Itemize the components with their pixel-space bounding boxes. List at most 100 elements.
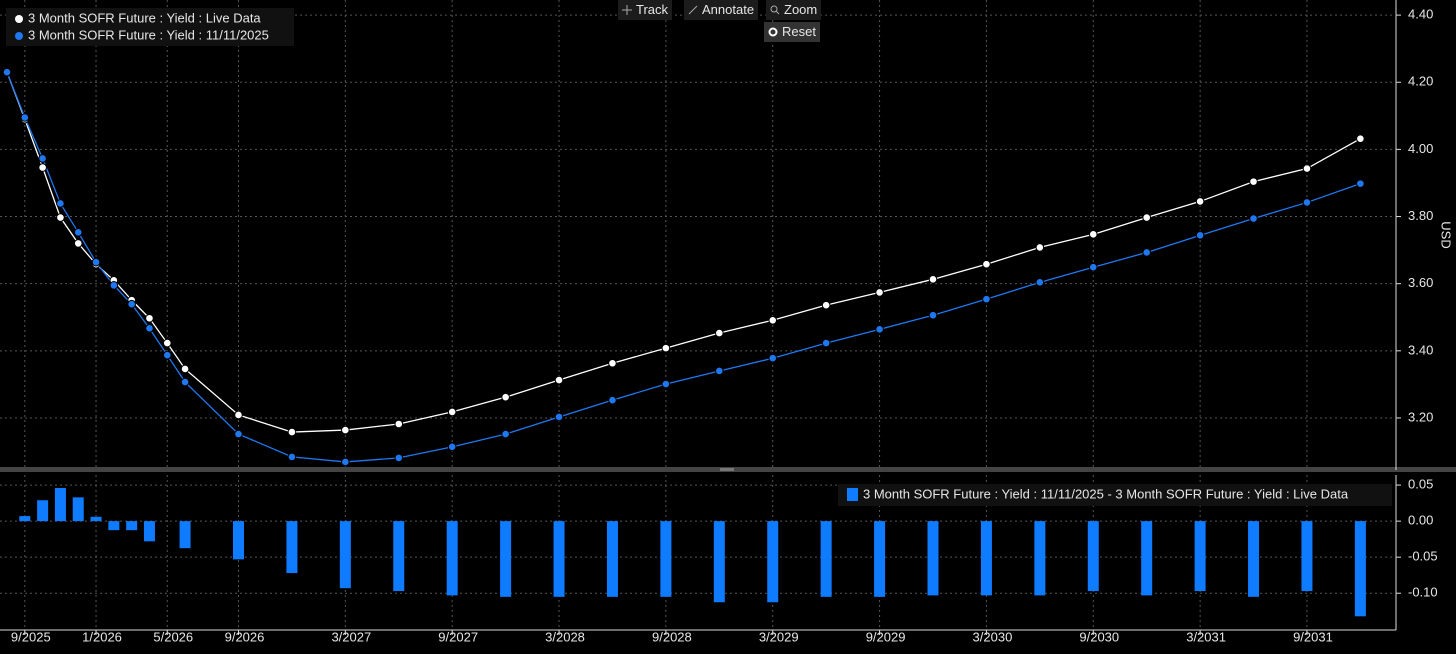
legend-label: 3 Month SOFR Future : Yield : 11/11/2025 [28,27,269,42]
series-marker [1249,177,1258,186]
bar [72,497,84,522]
bar [500,521,512,597]
button-label: Annotate [702,2,755,17]
legend-marker [15,15,23,23]
y-tick-label: 3.40 [1408,342,1433,357]
x-tick-label: 9/2031 [1293,629,1333,644]
series-marker [341,457,350,467]
series-marker [287,427,297,437]
x-tick-label: 9/2025 [11,629,51,644]
series-line [6,71,1361,433]
series-marker [1249,214,1258,223]
series-marker [109,281,119,290]
bar [1141,521,1153,596]
series-marker [162,338,172,348]
series-marker [1302,198,1312,207]
bar [767,521,779,603]
series-marker [715,366,724,376]
series-marker [1195,231,1205,240]
toolbar-zoom[interactable]: Zoom [766,0,822,20]
series-marker [661,343,671,353]
bar [980,521,992,596]
y-tick-label: 0.00 [1408,513,1433,528]
button-label: Track [636,2,669,17]
bar [553,521,565,597]
legend: 3 Month SOFR Future : Yield : 11/11/2025… [838,484,1392,506]
series-marker [821,300,831,310]
series-marker [661,379,671,389]
legend-label: 3 Month SOFR Future : Yield : Live Data [28,10,261,25]
series-marker [38,163,47,172]
legend-box [838,484,1392,506]
bar [19,516,31,522]
toolbar-annotate[interactable]: Annotate [684,0,759,20]
series-marker [1142,213,1151,222]
series-marker [1302,164,1312,173]
bar [54,487,66,522]
series-marker [2,67,12,77]
series-marker [501,392,510,402]
toolbar-track[interactable]: Track [618,0,673,20]
y-tick-label: 3.60 [1408,275,1433,290]
series-marker [554,375,564,385]
series-marker [554,412,564,422]
y-tick-label: 3.20 [1408,409,1433,424]
series-marker [982,294,991,304]
series-marker [501,429,510,439]
series-marker [145,313,154,323]
x-tick-label: 3/2027 [331,629,371,644]
bar [1087,521,1099,592]
series-marker [982,259,991,269]
legend: 3 Month SOFR Future : Yield : Live Data 3… [6,8,294,46]
series-marker [1356,134,1365,143]
bar [108,521,120,531]
series-line [6,71,1361,463]
legend-box [6,8,294,46]
series-marker [1195,197,1205,206]
series-marker [145,324,154,333]
bar [339,521,351,589]
series-marker [127,299,136,309]
series-marker [234,429,243,439]
series-marker [608,358,617,368]
x-tick-label: 9/2027 [438,629,478,644]
series-marker [608,395,617,405]
y-tick-label: -0.05 [1408,549,1438,564]
series-marker [162,350,172,360]
series-marker [928,310,938,320]
divider-handle [720,468,734,471]
series-marker [56,199,65,208]
bar [1194,521,1206,592]
bar [37,500,49,522]
series-marker [715,328,724,338]
series-marker [91,257,101,267]
x-tick-label: 3/2031 [1186,629,1226,644]
bar [286,521,298,574]
toolbar-reset[interactable]: Reset [764,22,820,42]
bar [90,516,102,522]
x-tick-label: 9/2029 [866,629,906,644]
series-marker [875,288,884,297]
series-marker [1356,179,1365,188]
series-marker [287,452,297,462]
y-tick-label: -0.10 [1408,585,1438,600]
series-marker [394,453,404,463]
series-marker [928,275,938,284]
y-tick-label: 4.20 [1408,74,1433,89]
bar [713,521,725,603]
legend-marker [15,32,23,40]
series-marker [38,154,47,163]
bar [126,521,138,531]
series-marker [875,325,884,334]
series-marker [1088,230,1098,239]
series-marker [73,239,83,248]
bar [233,521,244,560]
series-marker [1142,248,1151,257]
series-marker [73,228,83,237]
x-tick-label: 3/2030 [973,629,1013,644]
series-marker [234,410,243,420]
y-tick-label: 3.80 [1408,208,1433,223]
series-marker [394,419,404,429]
